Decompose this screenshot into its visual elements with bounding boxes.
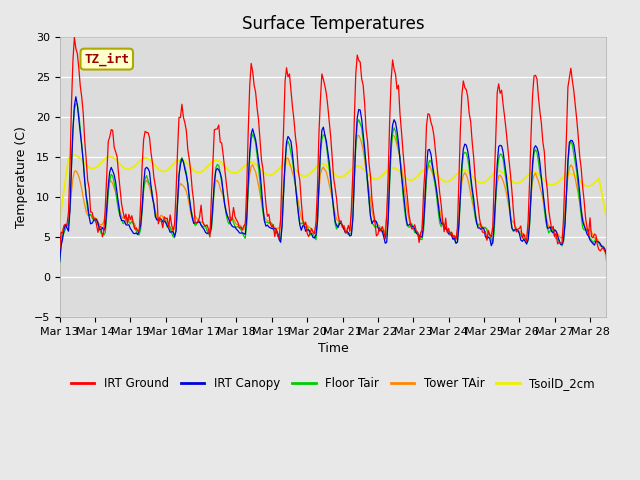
Legend: IRT Ground, IRT Canopy, Floor Tair, Tower TAir, TsoilD_2cm: IRT Ground, IRT Canopy, Floor Tair, Towe…: [66, 372, 600, 395]
X-axis label: Time: Time: [317, 342, 348, 355]
Text: TZ_irt: TZ_irt: [84, 52, 129, 66]
Title: Surface Temperatures: Surface Temperatures: [242, 15, 424, 33]
Y-axis label: Temperature (C): Temperature (C): [15, 126, 28, 228]
